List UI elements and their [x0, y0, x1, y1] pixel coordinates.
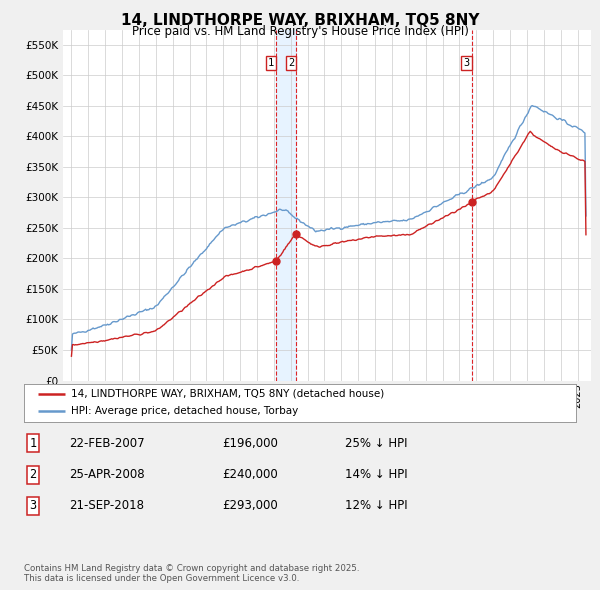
Text: 14, LINDTHORPE WAY, BRIXHAM, TQ5 8NY: 14, LINDTHORPE WAY, BRIXHAM, TQ5 8NY	[121, 13, 479, 28]
Text: Price paid vs. HM Land Registry's House Price Index (HPI): Price paid vs. HM Land Registry's House …	[131, 25, 469, 38]
Text: £293,000: £293,000	[222, 499, 278, 513]
Text: 3: 3	[464, 58, 470, 68]
Text: Contains HM Land Registry data © Crown copyright and database right 2025.
This d: Contains HM Land Registry data © Crown c…	[24, 563, 359, 583]
Text: HPI: Average price, detached house, Torbay: HPI: Average price, detached house, Torb…	[71, 407, 298, 417]
Text: 3: 3	[29, 499, 37, 513]
Text: 12% ↓ HPI: 12% ↓ HPI	[345, 499, 407, 513]
Text: 21-SEP-2018: 21-SEP-2018	[69, 499, 144, 513]
Text: £240,000: £240,000	[222, 468, 278, 481]
Text: 25% ↓ HPI: 25% ↓ HPI	[345, 437, 407, 450]
Text: 2: 2	[29, 468, 37, 481]
Text: 1: 1	[29, 437, 37, 450]
Text: 14, LINDTHORPE WAY, BRIXHAM, TQ5 8NY (detached house): 14, LINDTHORPE WAY, BRIXHAM, TQ5 8NY (de…	[71, 389, 384, 399]
Text: 22-FEB-2007: 22-FEB-2007	[69, 437, 145, 450]
Bar	[276, 30, 296, 381]
Text: 14% ↓ HPI: 14% ↓ HPI	[345, 468, 407, 481]
Text: 25-APR-2008: 25-APR-2008	[69, 468, 145, 481]
Text: 2: 2	[288, 58, 294, 68]
Text: 1: 1	[268, 58, 274, 68]
Text: £196,000: £196,000	[222, 437, 278, 450]
